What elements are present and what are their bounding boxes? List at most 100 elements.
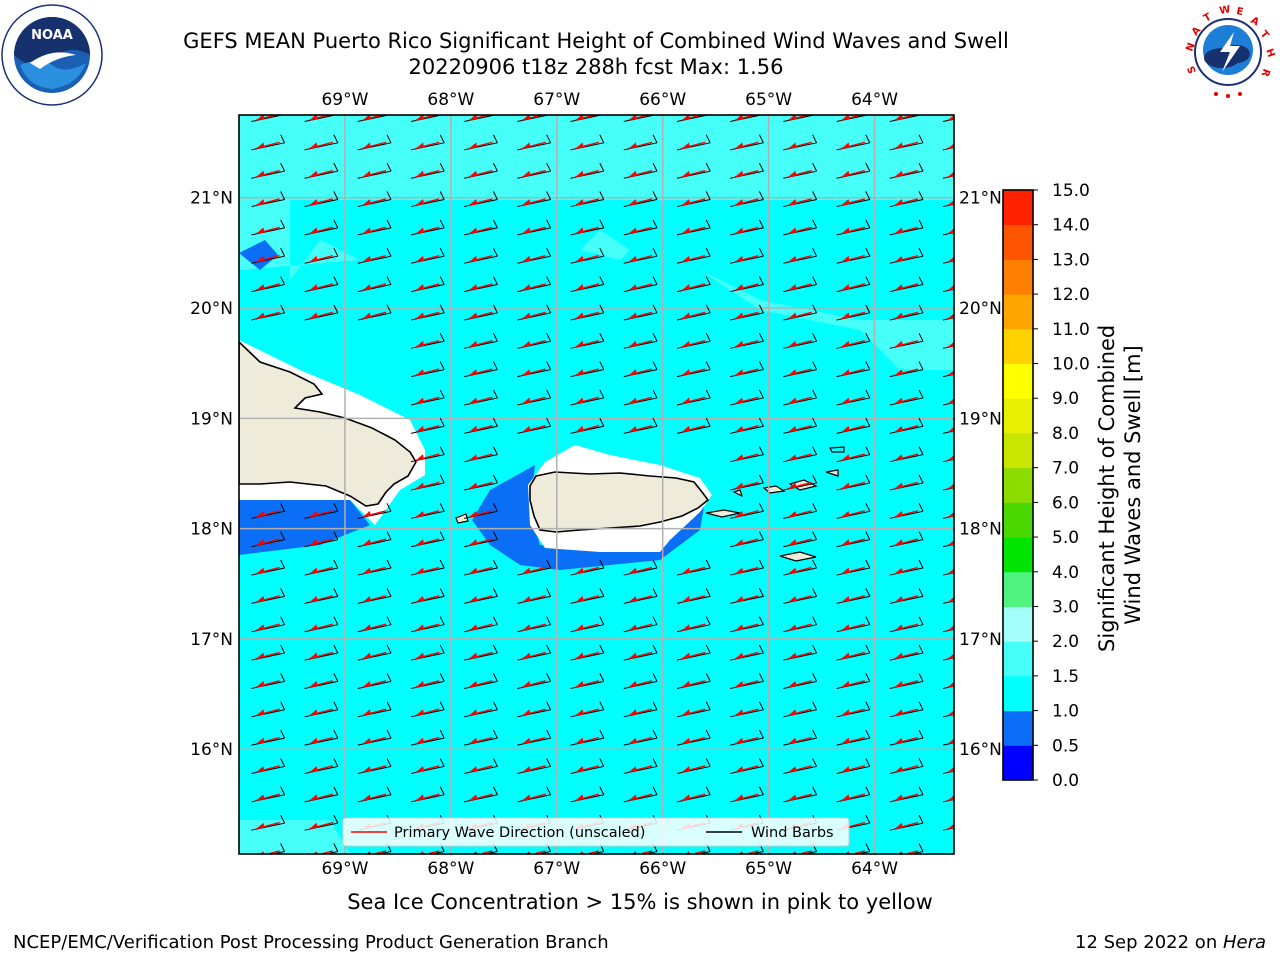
wave-direction-arrowhead — [788, 482, 797, 489]
wave-direction-arrowhead — [788, 425, 797, 432]
wind-barb-flag — [280, 729, 286, 739]
lon-tick-bottom: 68°W — [427, 859, 474, 879]
wave-direction-arrowhead — [575, 737, 584, 744]
wind-barb-flag — [758, 644, 764, 654]
wave-direction-arrowhead — [894, 199, 903, 206]
wave-direction-arrowhead — [575, 369, 584, 376]
wind-barb-flag — [812, 644, 818, 654]
wave-direction-arrowhead — [575, 340, 584, 347]
wave-direction-arrowhead — [256, 199, 265, 206]
island-mona — [455, 513, 469, 524]
wind-barb-flag — [865, 588, 871, 597]
wind-barb-flag — [705, 361, 711, 370]
wind-barb-flag — [972, 702, 976, 710]
wave-direction-arrowhead — [894, 397, 903, 404]
wind-barb-flag — [652, 616, 658, 625]
wind-barb-flag — [492, 758, 498, 767]
wave-direction-arrowhead — [894, 567, 903, 574]
wave-direction-arrowhead — [894, 510, 903, 517]
wind-barb-flag — [865, 814, 871, 824]
wind-barb-flag — [918, 361, 924, 370]
wind-barb-flag — [599, 247, 605, 257]
colorbar-segment — [1003, 745, 1033, 781]
wind-barb-flag — [546, 418, 552, 427]
wind-barb-flag — [546, 729, 552, 739]
wind-barb-flag — [439, 162, 445, 172]
wind-barb-flag — [812, 758, 818, 767]
wave-direction-arrowhead — [416, 794, 425, 801]
legend: Primary Wave Direction (unscaled) Wind B… — [342, 817, 850, 847]
wave-direction-arrowhead — [469, 312, 478, 319]
wind-barb-flag — [705, 389, 711, 399]
wind-barb-flag — [280, 304, 286, 314]
wind-barb-flag — [599, 418, 605, 427]
wind-barb-flag — [439, 418, 445, 427]
wave-direction-arrowhead — [469, 794, 478, 801]
wind-barb-flag — [812, 729, 818, 739]
wind-barb-flag — [758, 361, 764, 370]
wind-barb-flag — [492, 701, 498, 710]
lon-tick-top: 68°W — [427, 90, 474, 110]
wave-direction-arrowhead — [948, 596, 954, 602]
wave-direction-arrowhead — [682, 284, 691, 291]
wave-direction-arrowhead — [522, 652, 531, 659]
wind-barb-flag — [439, 134, 445, 144]
wind-barb-flag — [652, 219, 658, 229]
wave-direction-arrowhead — [416, 681, 425, 688]
wave-direction-arrowhead — [788, 624, 797, 631]
wave-direction-arrowhead — [841, 142, 850, 149]
wave-direction-arrowhead — [788, 567, 797, 574]
wave-direction-arrowhead — [309, 709, 318, 716]
wind-barb-flag — [652, 418, 658, 427]
wind-barb-flag — [280, 503, 286, 512]
lon-tick-top: 69°W — [321, 90, 368, 110]
wave-direction-arrowhead — [522, 142, 531, 149]
wind-barb-flag — [918, 729, 924, 739]
wave-direction-arrowhead — [735, 369, 744, 376]
wave-direction-arrowhead — [948, 115, 954, 121]
wave-direction-arrowhead — [362, 199, 371, 206]
wind-barb-flag — [812, 418, 818, 427]
wave-direction-arrowhead — [469, 709, 478, 716]
wave-direction-arrowhead — [628, 255, 637, 262]
wind-barb-flag — [758, 588, 764, 597]
wave-direction-arrowhead — [841, 681, 850, 688]
wind-barb-flag — [652, 729, 658, 739]
wind-barb-flag — [918, 843, 924, 852]
colorbar-label: Significant Height of Combined Wind Wave… — [1095, 318, 1145, 652]
wave-direction-arrowhead — [309, 822, 318, 829]
wave-direction-arrowhead — [469, 766, 478, 773]
wave-direction-arrowhead — [256, 284, 265, 291]
wind-barb-flag — [812, 503, 818, 512]
lat-tick-left: 21°N — [190, 189, 233, 209]
wave-direction-arrowhead — [841, 397, 850, 404]
wind-barb-flag — [972, 787, 976, 795]
wind-barb-flag — [333, 276, 339, 285]
wind-barb-flag — [972, 730, 976, 738]
wave-direction-arrowhead — [256, 567, 265, 574]
wind-barb-flag — [972, 673, 976, 681]
wave-direction-arrowhead — [948, 625, 954, 631]
wave-direction-arrowhead — [469, 482, 478, 489]
wind-barb-flag — [599, 758, 605, 767]
wind-barb-flag — [546, 191, 552, 200]
wave-direction-arrowhead — [416, 482, 425, 489]
wind-barb-flag — [918, 191, 924, 200]
wave-direction-arrowhead — [735, 227, 744, 234]
wind-barb-flag — [812, 162, 818, 172]
wave-direction-arrowhead — [841, 454, 850, 461]
wave-direction-arrowhead — [894, 340, 903, 347]
wave-direction-arrowhead — [469, 567, 478, 574]
wave-direction-arrowhead — [894, 794, 903, 801]
wind-barb-flag — [972, 390, 976, 398]
wind-barb-flag — [705, 219, 711, 229]
colorbar-segment — [1003, 294, 1033, 330]
wave-direction-arrowhead — [841, 199, 850, 206]
wave-direction-arrowhead — [841, 709, 850, 716]
wave-direction-arrowhead — [894, 255, 903, 262]
wave-direction-arrowhead — [628, 115, 637, 121]
wave-direction-arrowhead — [575, 115, 584, 121]
wind-barb-flag — [386, 134, 392, 144]
wind-barb-flag — [333, 814, 339, 824]
wave-direction-arrowhead — [575, 142, 584, 149]
